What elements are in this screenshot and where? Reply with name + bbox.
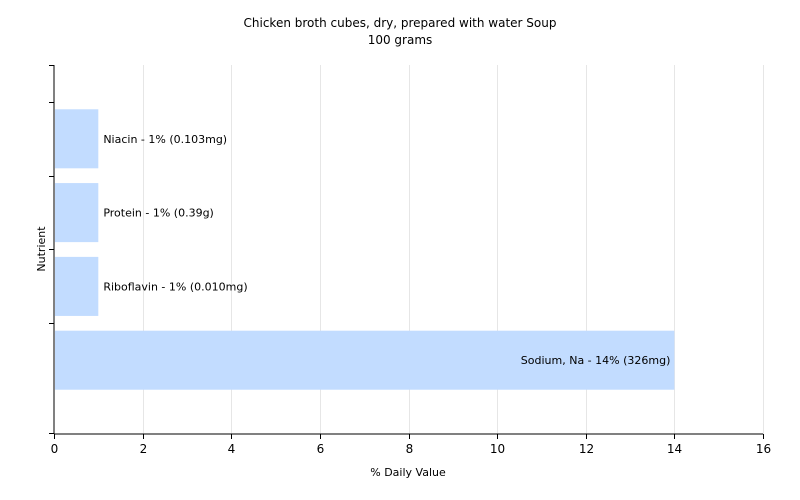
bar-niacin [55, 109, 99, 169]
x-tick-label: 0 [51, 442, 59, 456]
bar-label: Sodium, Na - 14% (326mg) [521, 354, 671, 367]
chart-subtitle: 100 grams [368, 33, 433, 47]
gridlines [143, 65, 764, 434]
bar-sodium-na [55, 330, 675, 390]
y-axis-ticks [49, 65, 54, 434]
bar-riboflavin [55, 256, 99, 316]
x-tick-label: 16 [756, 442, 771, 456]
x-tick-label: 2 [140, 442, 148, 456]
x-axis-label: % Daily Value [370, 466, 446, 479]
bar-label: Protein - 1% (0.39g) [103, 207, 214, 220]
x-tick-label: 8 [406, 442, 414, 456]
chart-title: Chicken broth cubes, dry, prepared with … [244, 16, 557, 30]
x-tick-label: 10 [490, 442, 505, 456]
x-tick-label: 14 [667, 442, 682, 456]
x-axis-ticks: 0 2 4 6 8 10 12 14 16 [51, 434, 771, 456]
x-tick-label: 6 [317, 442, 325, 456]
bars: Niacin - 1% (0.103mg) Protein - 1% (0.39g… [55, 109, 675, 390]
x-tick-label: 12 [579, 442, 594, 456]
bar-label: Niacin - 1% (0.103mg) [103, 133, 227, 146]
bar-label: Riboflavin - 1% (0.010mg) [103, 280, 247, 293]
y-axis-label: Nutrient [35, 226, 48, 272]
x-tick-label: 4 [228, 442, 236, 456]
bar-protein [55, 183, 99, 243]
